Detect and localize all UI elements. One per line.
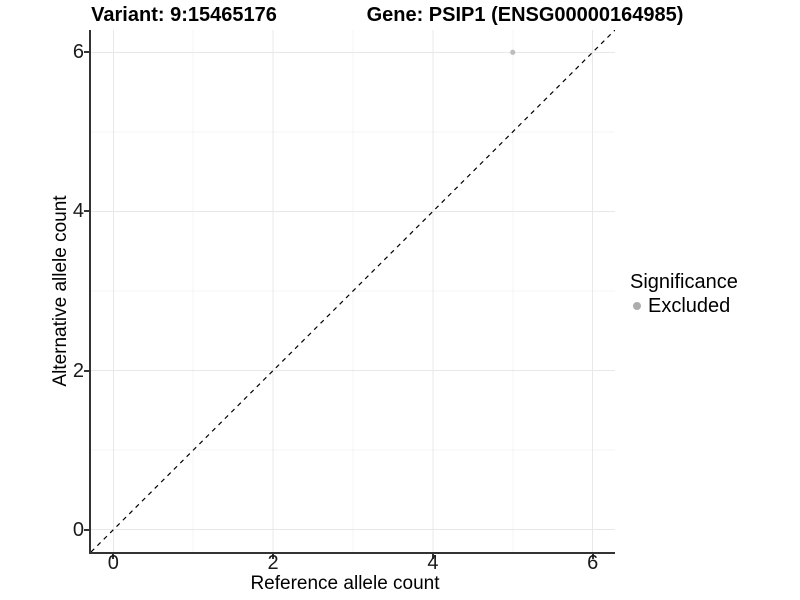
excluded-point-icon [633, 302, 641, 310]
x-tick-mark [431, 554, 434, 559]
y-axis-title: Alternative allele count [50, 195, 71, 387]
x-tick-label: 6 [587, 552, 599, 574]
x-axis-title: Reference allele count [250, 573, 440, 594]
legend: Significance Excluded [630, 271, 798, 317]
y-tick-label: 4 [72, 200, 84, 223]
x-tick-mark [591, 554, 594, 559]
x-tick-label: 2 [267, 552, 279, 574]
y-tick-label: 6 [72, 41, 84, 64]
data-point [510, 49, 516, 55]
plot-area-svg [91, 30, 615, 552]
legend-title: Significance [630, 271, 738, 293]
plot-panel [89, 30, 615, 554]
gene-title: Gene: PSIP1 (ENSG00000164985) [366, 4, 684, 26]
y-tick-label: 2 [72, 359, 84, 382]
x-tick-mark [112, 554, 115, 559]
x-tick-label: 0 [107, 552, 119, 574]
y-tick-mark [84, 210, 89, 213]
x-tick-label: 4 [427, 552, 439, 574]
variant-title: Variant: 9:15465176 [91, 4, 277, 26]
y-tick-mark [84, 369, 89, 372]
legend-entry-excluded: Excluded [630, 295, 798, 317]
y-tick-mark [84, 51, 89, 54]
x-tick-mark [272, 554, 275, 559]
identity-line [91, 30, 615, 552]
y-tick-mark [84, 528, 89, 531]
legend-entry-label: Excluded [648, 295, 731, 317]
y-tick-label: 0 [72, 518, 84, 541]
